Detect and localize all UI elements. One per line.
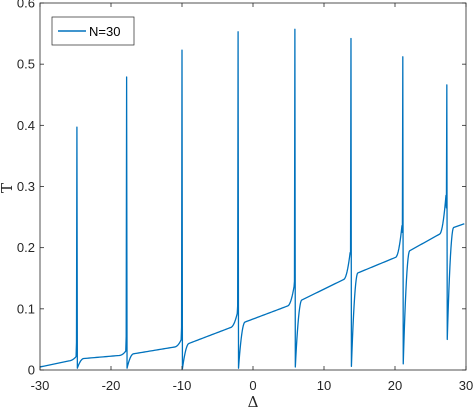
x-tick-label: -20 xyxy=(102,378,121,393)
y-tick-label: 0.4 xyxy=(17,118,35,133)
plot-area xyxy=(39,2,467,371)
series-line-n30 xyxy=(39,28,465,370)
y-tick-label: 0.1 xyxy=(17,301,35,316)
y-tick-label: 0.5 xyxy=(17,57,35,72)
x-axis: -30 -20 -10 0 10 20 30 xyxy=(31,3,473,393)
y-axis-label: T xyxy=(0,183,16,193)
plot-background xyxy=(40,3,466,370)
x-tick-label: 30 xyxy=(459,378,473,393)
x-tick-label: -30 xyxy=(31,378,50,393)
y-tick-label: 0 xyxy=(28,363,35,378)
x-tick-label: 0 xyxy=(249,378,256,393)
x-tick-label: -10 xyxy=(173,378,192,393)
x-tick-label: 20 xyxy=(388,378,402,393)
y-tick-label: 0.2 xyxy=(17,240,35,255)
x-tick-label: 10 xyxy=(317,378,331,393)
x-axis-label: Δ xyxy=(248,393,259,411)
legend-entry: N=30 xyxy=(89,24,120,39)
y-axis: 0 0.1 0.2 0.3 0.4 0.5 0.6 xyxy=(17,0,466,378)
legend: N=30 xyxy=(51,16,135,46)
y-tick-label: 0.3 xyxy=(17,179,35,194)
y-tick-label: 0.6 xyxy=(17,0,35,11)
